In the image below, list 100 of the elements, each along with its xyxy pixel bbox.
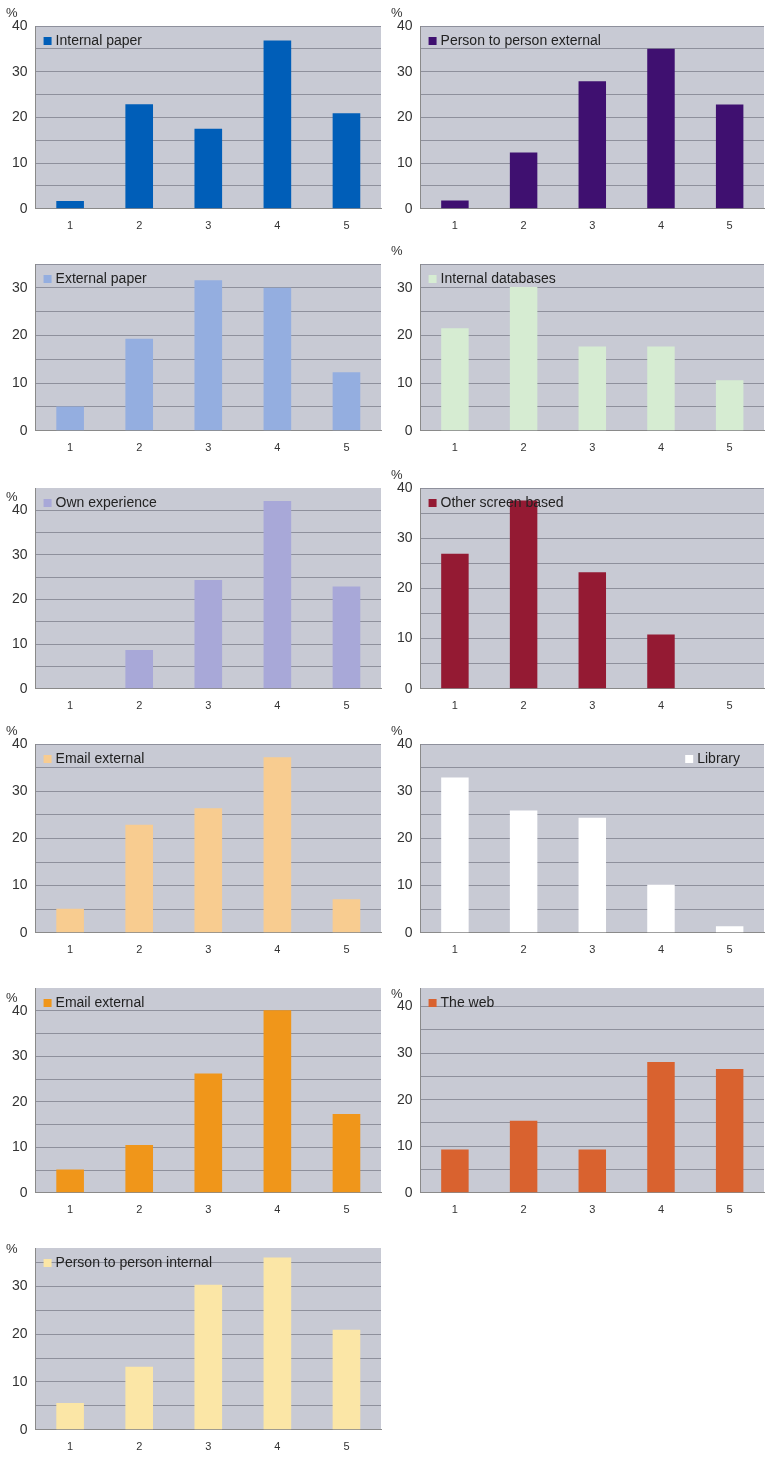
y-tick-label: 0 bbox=[19, 1420, 28, 1437]
bar bbox=[263, 1257, 292, 1430]
y-tick-label: 10 bbox=[11, 876, 28, 893]
x-tick-label: 3 bbox=[205, 1440, 212, 1453]
y-tick-label: 10 bbox=[396, 629, 413, 646]
bar bbox=[509, 152, 538, 209]
y-tick-label: 30 bbox=[396, 782, 413, 799]
bar bbox=[715, 1068, 744, 1193]
y-tick-label: 20 bbox=[396, 1090, 413, 1107]
y-axis-title: % bbox=[391, 243, 403, 259]
bar bbox=[647, 48, 675, 209]
x-tick-label: 5 bbox=[343, 219, 350, 232]
y-tick-label: 30 bbox=[396, 1044, 413, 1061]
x-tick-label: 1 bbox=[67, 441, 74, 454]
bar bbox=[125, 649, 154, 689]
bar bbox=[332, 586, 361, 689]
x-tick-label: 2 bbox=[520, 219, 527, 232]
x-tick-label: 4 bbox=[657, 943, 665, 956]
bar bbox=[194, 128, 223, 209]
bar bbox=[441, 328, 469, 431]
legend-label: Internal paper bbox=[55, 31, 143, 48]
y-tick-label: 10 bbox=[396, 1137, 413, 1154]
y-tick-label: 20 bbox=[396, 579, 413, 596]
y-tick-label: 0 bbox=[19, 1183, 28, 1200]
bar bbox=[715, 926, 744, 933]
y-tick-label: 20 bbox=[11, 1324, 28, 1341]
x-tick-label: 1 bbox=[67, 943, 74, 956]
legend-label: External paper bbox=[55, 269, 147, 286]
bar bbox=[441, 200, 469, 209]
bar bbox=[194, 1284, 223, 1430]
y-tick-label: 20 bbox=[11, 590, 28, 607]
x-tick-label: 5 bbox=[726, 943, 733, 956]
bar bbox=[263, 287, 292, 431]
x-tick-label: 5 bbox=[343, 1440, 350, 1453]
y-tick-label: 10 bbox=[11, 635, 28, 652]
x-tick-label: 3 bbox=[589, 943, 596, 956]
bar bbox=[56, 1169, 84, 1193]
bar bbox=[647, 1062, 675, 1193]
x-tick-label: 2 bbox=[136, 1203, 143, 1216]
x-tick-label: 5 bbox=[726, 441, 733, 454]
legend-label: Email external bbox=[55, 749, 145, 766]
bar bbox=[332, 113, 361, 209]
bar bbox=[578, 817, 607, 933]
legend-label: Own experience bbox=[55, 493, 157, 510]
bar bbox=[194, 280, 223, 431]
x-tick-label: 3 bbox=[205, 441, 212, 454]
x-tick-label: 4 bbox=[274, 699, 281, 712]
legend-label: Email external bbox=[55, 993, 145, 1010]
y-tick-label: 10 bbox=[11, 1138, 28, 1155]
bar bbox=[263, 500, 292, 689]
y-tick-label: 10 bbox=[11, 153, 28, 170]
bar bbox=[441, 553, 469, 689]
x-tick-label: 5 bbox=[343, 1203, 350, 1216]
x-tick-label: 2 bbox=[520, 943, 527, 956]
y-tick-label: 30 bbox=[11, 1277, 28, 1294]
y-tick-label: 0 bbox=[404, 199, 413, 216]
x-tick-label: 4 bbox=[274, 441, 281, 454]
x-tick-label: 2 bbox=[136, 943, 143, 956]
y-tick-label: 30 bbox=[11, 278, 28, 295]
legend-label: Library bbox=[697, 749, 740, 766]
bar bbox=[441, 1149, 469, 1193]
y-tick-label: 0 bbox=[404, 1183, 413, 1200]
bar bbox=[125, 824, 154, 933]
bar bbox=[332, 1114, 361, 1193]
x-tick-label: 4 bbox=[274, 1440, 281, 1453]
legend-label: Other screen based bbox=[440, 493, 564, 510]
y-tick-label: 10 bbox=[396, 876, 413, 893]
y-tick-label: 20 bbox=[11, 1092, 28, 1109]
bar bbox=[647, 346, 675, 431]
x-tick-label: 4 bbox=[657, 1203, 665, 1216]
legend-label: Person to person internal bbox=[55, 1253, 213, 1270]
bar bbox=[332, 1329, 361, 1430]
bar bbox=[263, 40, 292, 209]
y-tick-label: 30 bbox=[11, 545, 28, 562]
x-tick-label: 4 bbox=[657, 441, 665, 454]
y-tick-label: 20 bbox=[11, 326, 28, 343]
y-axis-title: % bbox=[6, 1241, 18, 1257]
x-tick-label: 1 bbox=[67, 1203, 74, 1216]
y-tick-label: 0 bbox=[19, 679, 28, 696]
bar bbox=[263, 1010, 292, 1193]
bar bbox=[441, 777, 469, 933]
y-tick-label: 0 bbox=[19, 199, 28, 216]
x-tick-label: 3 bbox=[589, 699, 596, 712]
x-tick-label: 3 bbox=[205, 219, 212, 232]
y-tick-label: 0 bbox=[404, 923, 413, 940]
bar bbox=[578, 572, 607, 689]
legend-label: The web bbox=[440, 993, 495, 1010]
x-tick-label: 5 bbox=[343, 943, 350, 956]
y-tick-label: 30 bbox=[396, 62, 413, 79]
bar bbox=[715, 104, 744, 209]
legend-label: Internal databases bbox=[440, 269, 556, 286]
x-tick-label: 1 bbox=[451, 699, 458, 712]
bar bbox=[125, 338, 154, 431]
x-tick-label: 2 bbox=[520, 699, 527, 712]
x-tick-label: 1 bbox=[451, 1203, 458, 1216]
x-tick-label: 3 bbox=[205, 699, 212, 712]
y-tick-label: 20 bbox=[11, 108, 28, 125]
bar bbox=[194, 579, 223, 689]
x-tick-label: 5 bbox=[343, 441, 350, 454]
x-tick-label: 4 bbox=[657, 699, 665, 712]
